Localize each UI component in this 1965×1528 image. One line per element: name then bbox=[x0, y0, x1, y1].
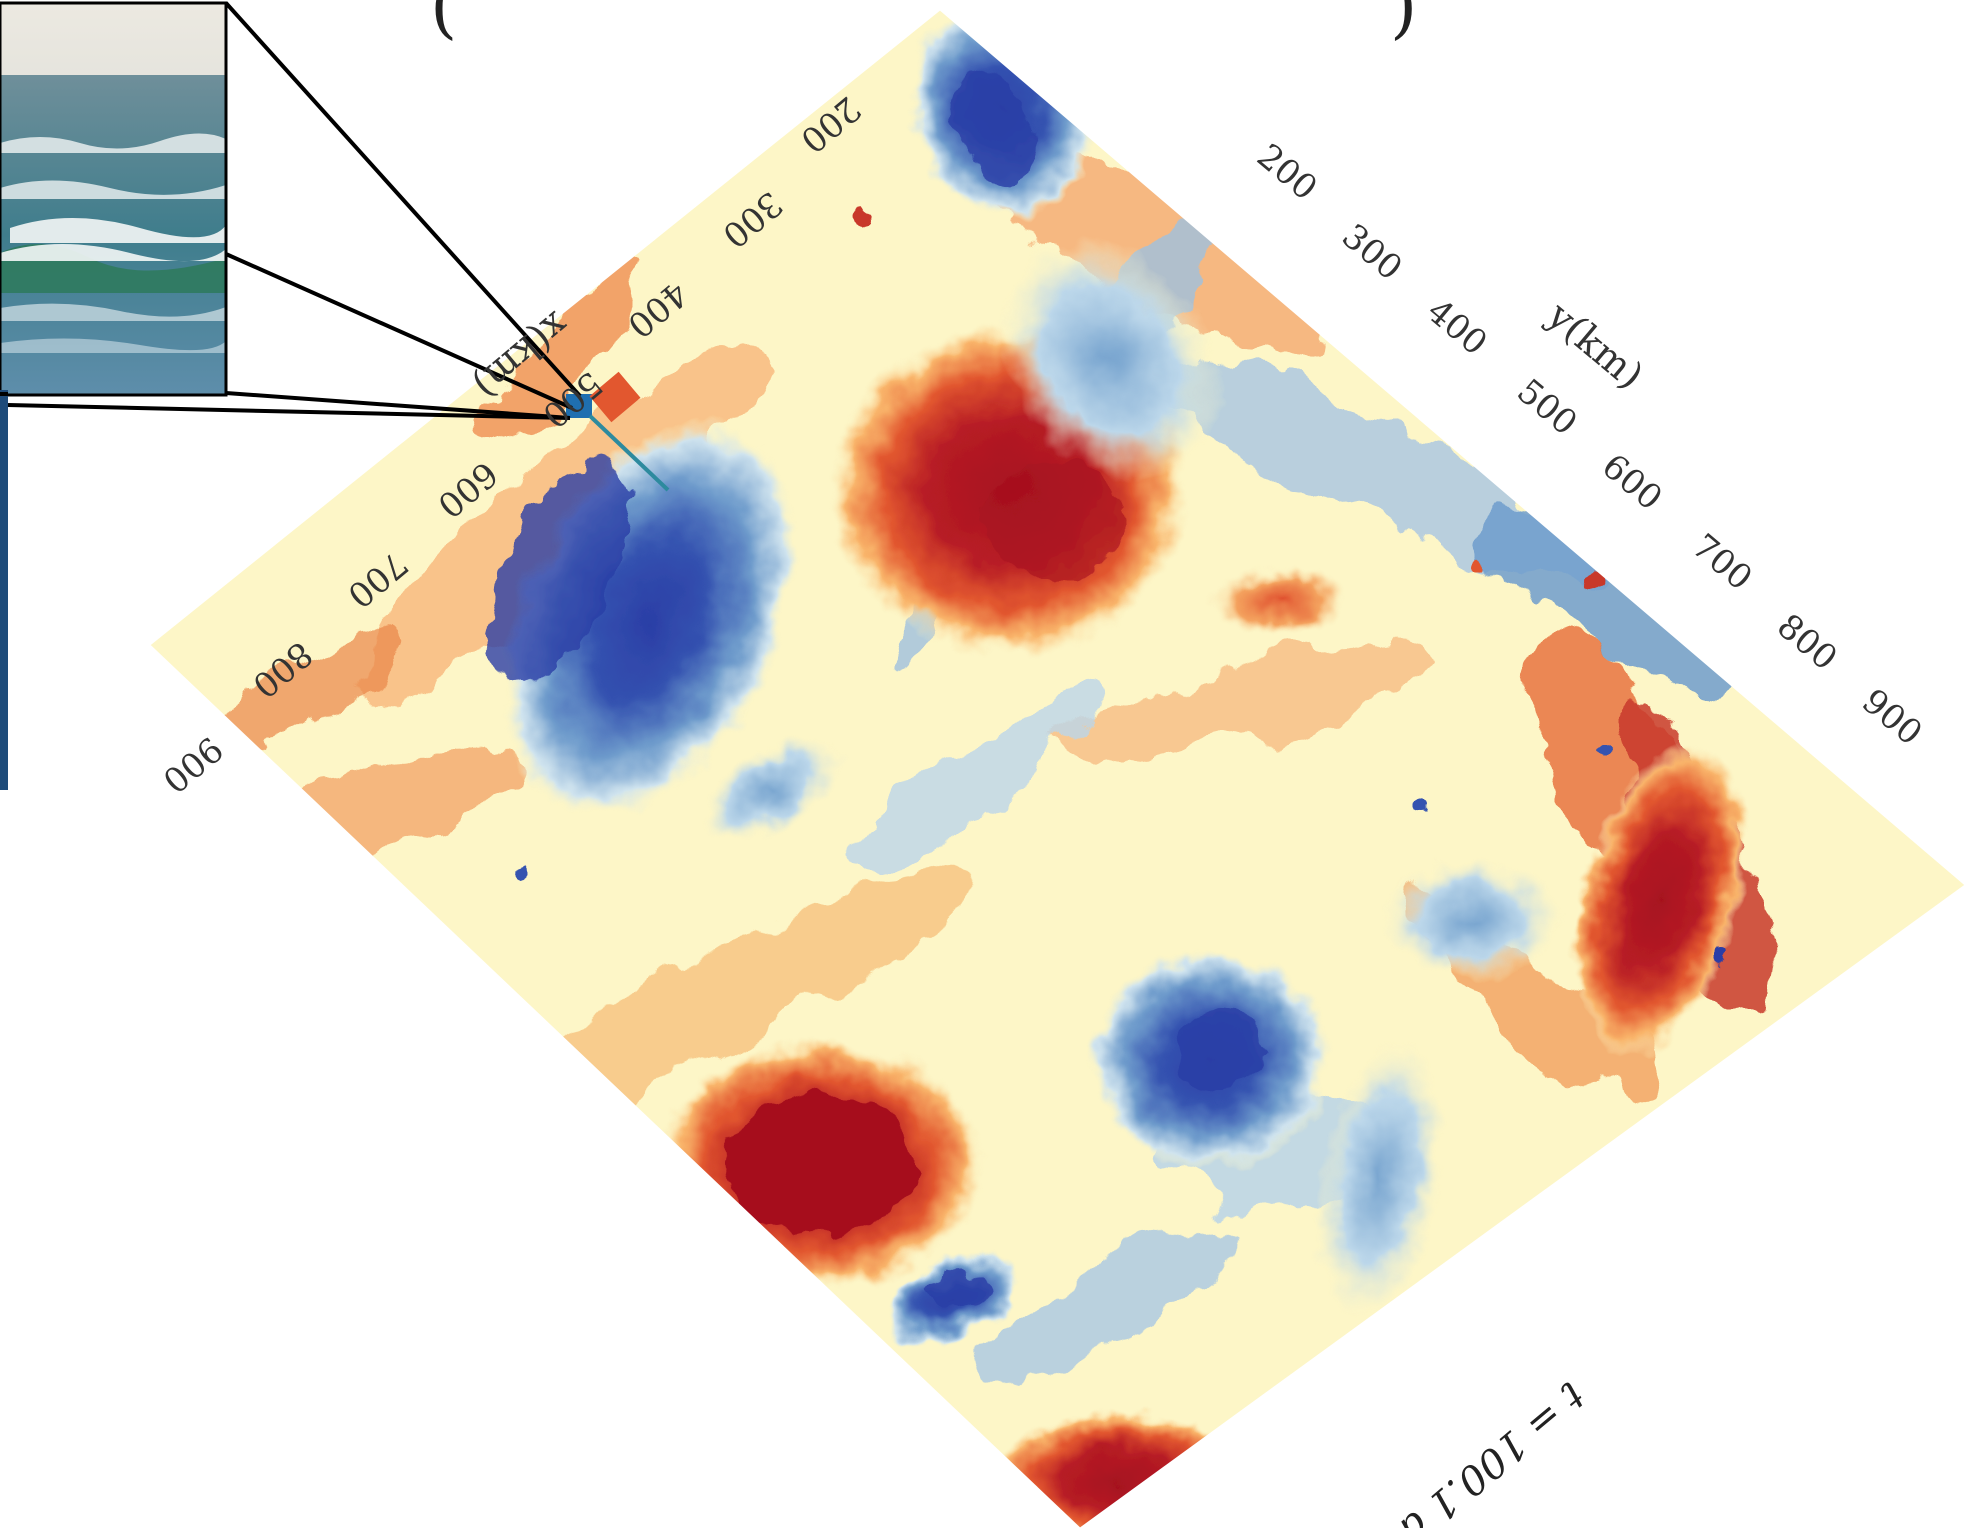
y-tick: 500 bbox=[1509, 371, 1584, 443]
top-bracket-left: ( bbox=[430, 0, 457, 47]
x-tick: 900 bbox=[154, 728, 229, 800]
zoom-connector-lines bbox=[7, 1, 582, 420]
y-tick: 900 bbox=[1854, 681, 1929, 753]
y-tick: 700 bbox=[1684, 526, 1759, 598]
plot-boundary bbox=[149, 9, 1965, 1528]
y-tick: 300 bbox=[1334, 216, 1409, 288]
inset-photo bbox=[0, 1, 228, 397]
top-bracket-right: ) bbox=[1390, 0, 1417, 47]
y-tick: 800 bbox=[1769, 606, 1844, 678]
y-tick: 200 bbox=[1249, 136, 1324, 208]
y-axis-label: y(km) bbox=[1538, 293, 1651, 398]
time-label: t = 100.1 day bbox=[1352, 1372, 1593, 1528]
side-panel-edge bbox=[0, 390, 8, 790]
zoom-marker-orange bbox=[589, 371, 641, 423]
zoom-marker-trail bbox=[588, 414, 670, 492]
y-tick: 400 bbox=[1419, 291, 1494, 363]
y-tick: 600 bbox=[1594, 446, 1669, 518]
